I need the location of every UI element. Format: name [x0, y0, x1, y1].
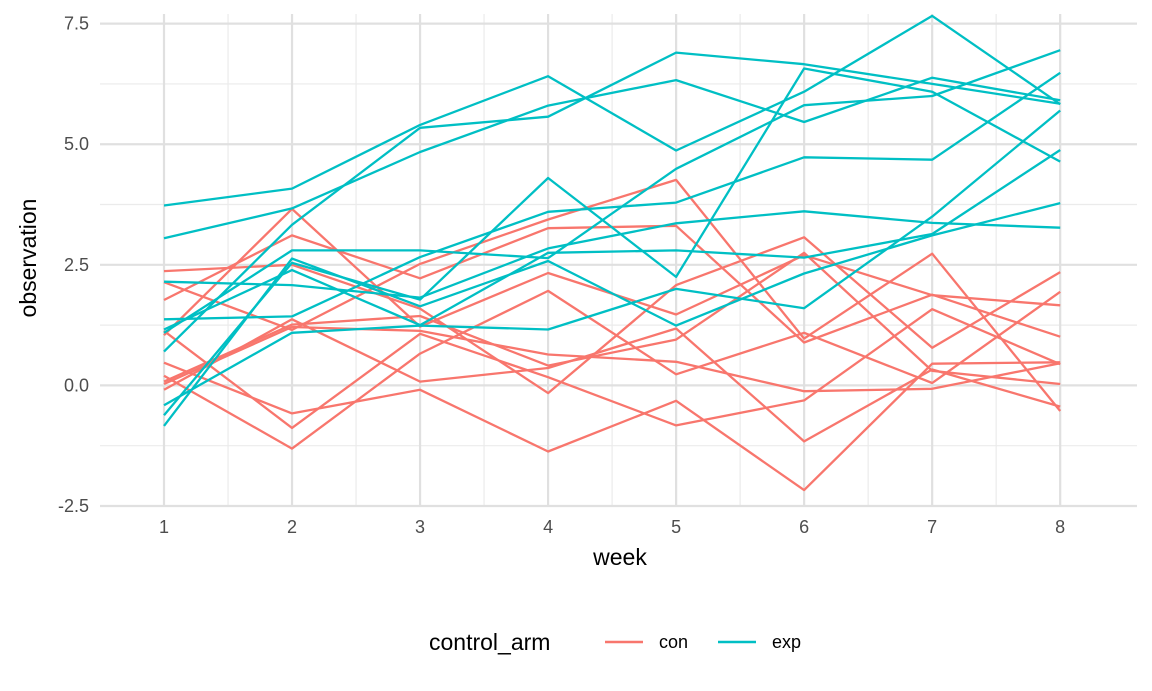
y-tick-label: 0.0: [64, 375, 89, 395]
x-tick-label: 8: [1055, 517, 1065, 537]
series-line-con-10: [163, 178, 1062, 412]
y-axis-tick-labels: -2.5 0.0 2.5 5.0 7.5: [58, 14, 89, 516]
legend-label-con: con: [659, 632, 688, 652]
series-line-con-2: [163, 308, 1061, 430]
series-line-con-5: [163, 361, 1061, 492]
series-line-exp-15: [163, 51, 1061, 353]
y-tick-label: -2.5: [58, 496, 89, 516]
x-tick-label: 7: [927, 517, 937, 537]
series-line-exp-12: [163, 201, 1061, 427]
legend-label-exp: exp: [772, 632, 801, 652]
x-tick-label: 5: [671, 517, 681, 537]
minor-gridlines: [100, 14, 1137, 506]
major-gridlines: [100, 14, 1137, 508]
series-line-con-7: [163, 325, 1061, 393]
series-line-exp-17: [163, 49, 1061, 334]
series-line-exp-13: [163, 210, 1061, 299]
y-tick-label: 7.5: [64, 14, 89, 34]
series-line-exp-11: [163, 76, 1061, 240]
y-tick-label: 5.0: [64, 134, 89, 154]
legend-title: control_arm: [429, 629, 550, 655]
series-lines: [163, 14, 1062, 492]
x-tick-label: 4: [543, 517, 553, 537]
x-tick-label: 1: [159, 517, 169, 537]
series-line-con-6: [163, 236, 1061, 395]
y-tick-label: 2.5: [64, 255, 89, 275]
series-line-con-1: [163, 289, 1061, 450]
x-tick-label: 2: [287, 517, 297, 537]
x-tick-label: 6: [799, 517, 809, 537]
x-axis-tick-labels: 1 2 3 4 5 6 7 8: [159, 517, 1065, 537]
series-line-con-9: [163, 251, 1061, 386]
y-axis-title: observation: [15, 199, 41, 318]
series-line-exp-20: [163, 149, 1061, 331]
legend: control_arm con exp: [429, 629, 801, 655]
series-line-con-8: [163, 318, 1061, 443]
series-line-exp-14: [163, 67, 1061, 417]
series-line-exp-16: [163, 14, 1061, 207]
x-axis-title: week: [592, 544, 647, 570]
series-line-exp-19: [163, 109, 1061, 407]
series-line-exp-18: [163, 71, 1061, 321]
x-tick-label: 3: [415, 517, 425, 537]
